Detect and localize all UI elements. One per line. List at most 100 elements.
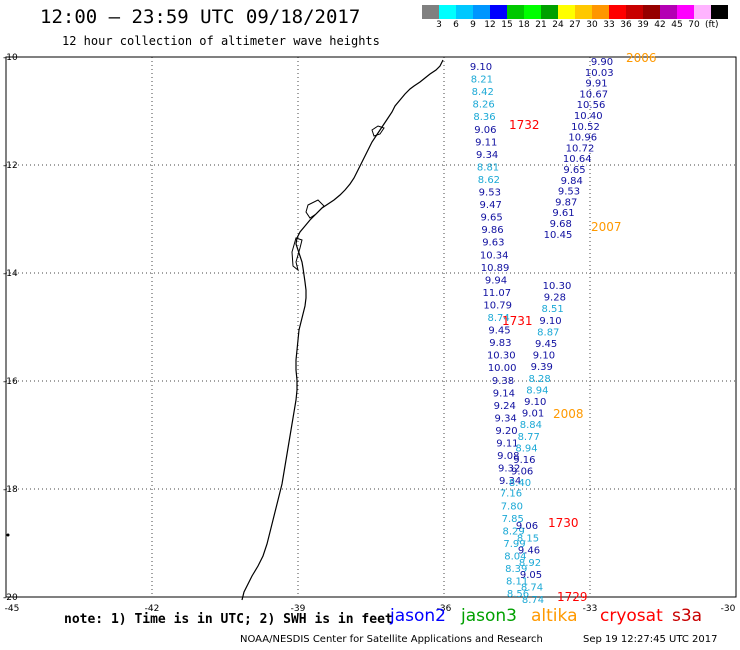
color-swatch <box>575 5 592 19</box>
swh-value: 10.52 <box>571 122 600 133</box>
map-frame <box>5 56 737 598</box>
swh-value: 8.87 <box>537 327 559 338</box>
swh-value: 9.39 <box>531 362 553 373</box>
color-swatch <box>592 5 609 19</box>
color-scale-tick: 3 <box>436 20 442 30</box>
swh-value: 9.87 <box>555 197 577 208</box>
lon-tick-label: -33 <box>583 604 598 614</box>
swh-value: 7.99 <box>503 539 525 550</box>
color-scale-tick: 27 <box>569 20 581 30</box>
color-scale-tick: 33 <box>603 20 615 30</box>
swh-value: 9.34 <box>499 476 521 487</box>
swh-value: 8.74 <box>522 595 544 606</box>
swh-value: 9.01 <box>522 409 544 420</box>
color-scale-tick: 6 <box>453 20 459 30</box>
swh-value: 9.61 <box>552 208 574 219</box>
color-scale-tick: 45 <box>671 20 683 30</box>
swh-value: 9.08 <box>497 451 519 462</box>
color-swatch <box>660 5 677 19</box>
lon-tick-label: -36 <box>437 604 452 614</box>
color-scale-tick: 30 <box>586 20 598 30</box>
lat-tick-label: -10 <box>3 53 18 63</box>
swh-value: 10.45 <box>544 230 573 241</box>
swh-value: 7.85 <box>502 514 524 525</box>
color-scale-tick: 18 <box>518 20 530 30</box>
color-swatch <box>507 5 524 19</box>
swh-value: 11.07 <box>483 288 512 299</box>
swh-value: 9.68 <box>550 219 572 230</box>
swh-value: 9.83 <box>489 338 511 349</box>
swh-value: 9.32 <box>498 464 520 475</box>
lon-tick-label: -30 <box>721 604 736 614</box>
color-swatch <box>694 5 711 19</box>
swh-value: 8.40 <box>509 478 531 489</box>
swh-value: 9.47 <box>480 200 502 211</box>
lon-tick-label: -42 <box>145 604 160 614</box>
pass-id-label: 1732 <box>509 118 540 132</box>
lat-tick-label: -12 <box>3 161 18 171</box>
color-scale-tick: 39 <box>637 20 649 30</box>
swh-value: 9.10 <box>470 62 492 73</box>
color-swatch <box>677 5 694 19</box>
swh-value: 8.39 <box>505 564 527 575</box>
swh-value: 9.10 <box>533 351 555 362</box>
swh-value: 7.80 <box>501 501 523 512</box>
swh-value: 8.84 <box>520 420 542 431</box>
swh-value: 10.00 <box>488 363 517 374</box>
color-scale-tick: 36 <box>620 20 632 30</box>
swh-value: 9.65 <box>563 165 585 176</box>
island-marker <box>6 533 10 537</box>
swh-value: 10.89 <box>481 263 510 274</box>
swh-value: 10.67 <box>579 89 608 100</box>
color-swatch <box>456 5 473 19</box>
swh-value: 9.46 <box>518 546 540 557</box>
color-swatch <box>490 5 507 19</box>
swh-value: 8.26 <box>473 100 495 111</box>
pass-id-label: 1731 <box>502 314 533 328</box>
lagoon-outline <box>371 125 385 137</box>
swh-value: 8.62 <box>478 175 500 186</box>
swh-value: 9.06 <box>516 521 538 532</box>
swh-value: 8.11 <box>506 577 528 588</box>
swh-value: 8.56 <box>507 589 529 600</box>
swh-value: 8.15 <box>517 533 539 544</box>
pass-id-label: 1730 <box>548 516 579 530</box>
swh-value: 9.28 <box>544 293 566 304</box>
color-scale-tick: 9 <box>470 20 476 30</box>
lon-tick-label: -45 <box>5 604 20 614</box>
coastline <box>241 59 444 601</box>
color-scale-tick: 70 <box>688 20 700 30</box>
swh-value: 9.84 <box>561 176 583 187</box>
swh-value: 9.11 <box>496 439 518 450</box>
color-swatch <box>711 5 728 19</box>
swh-value: 10.40 <box>574 111 603 122</box>
swh-value: 10.72 <box>566 143 595 154</box>
lat-tick-label: -20 <box>3 593 18 603</box>
swh-value: 10.56 <box>577 100 606 111</box>
swh-value: 8.51 <box>542 304 564 315</box>
swh-value: 9.24 <box>494 401 516 412</box>
swh-value: 9.86 <box>481 225 503 236</box>
color-swatch <box>558 5 575 19</box>
swh-value: 10.34 <box>480 250 509 261</box>
pass-id-label: 1729 <box>557 590 588 604</box>
swh-value: 9.11 <box>475 137 497 148</box>
color-swatch <box>541 5 558 19</box>
swh-value: 8.42 <box>472 87 494 98</box>
swh-value: 9.05 <box>520 570 542 581</box>
map-subtitle: 12 hour collection of altimeter wave hei… <box>62 34 380 48</box>
color-scale-tick: 42 <box>654 20 666 30</box>
color-scale-tick: 15 <box>501 20 513 30</box>
swh-value: 8.29 <box>502 526 524 537</box>
swh-value: 8.74 <box>521 583 543 594</box>
lat-tick-label: -14 <box>3 269 18 279</box>
swh-value: 9.65 <box>480 213 502 224</box>
swh-value: 9.91 <box>585 79 607 90</box>
swh-value: 9.06 <box>511 467 533 478</box>
bay-outline <box>305 199 325 219</box>
swh-value: 9.34 <box>476 150 498 161</box>
color-swatch <box>473 5 490 19</box>
estuary-outline <box>291 237 303 272</box>
pass-labels: 2006 1732 2007 1731 2008 1730 1729 <box>502 51 657 604</box>
